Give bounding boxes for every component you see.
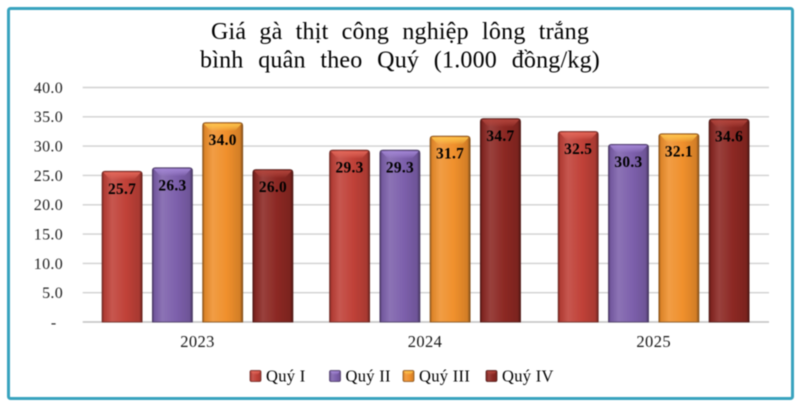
svg-text:40.0: 40.0	[34, 80, 63, 97]
svg-text:34.7: 34.7	[486, 128, 514, 145]
svg-text:29.3: 29.3	[386, 160, 414, 177]
svg-text:25.7: 25.7	[108, 181, 136, 198]
svg-text:31.7: 31.7	[436, 146, 464, 163]
svg-text:bình quân theo Quý (1.000 đồng: bình quân theo Quý (1.000 đồng/kg)	[200, 48, 600, 74]
svg-text:2025: 2025	[636, 332, 671, 351]
svg-text:30.0: 30.0	[34, 139, 63, 156]
svg-text:2023: 2023	[180, 332, 215, 351]
svg-text:25.0: 25.0	[34, 168, 63, 185]
svg-text:10.0: 10.0	[34, 256, 63, 273]
svg-text:20.0: 20.0	[34, 197, 63, 214]
svg-text:30.3: 30.3	[614, 154, 642, 171]
svg-text:15.0: 15.0	[34, 227, 63, 244]
svg-text:35.0: 35.0	[34, 109, 63, 126]
svg-text:32.5: 32.5	[564, 141, 592, 158]
svg-text:2024: 2024	[408, 332, 443, 351]
svg-text:Quý I: Quý I	[266, 367, 306, 386]
svg-text:Quý III: Quý III	[419, 367, 470, 386]
svg-text:34.0: 34.0	[209, 132, 237, 149]
svg-text:26.3: 26.3	[158, 177, 186, 194]
svg-text:Quý IV: Quý IV	[502, 367, 554, 386]
svg-text:26.0: 26.0	[259, 179, 287, 196]
svg-text:-: -	[51, 314, 57, 331]
svg-text:5.0: 5.0	[42, 285, 63, 302]
svg-text:Giá gà thịt công nghiệp lông t: Giá gà thịt công nghiệp lông trắng	[211, 19, 589, 45]
svg-text:29.3: 29.3	[336, 160, 364, 177]
svg-text:34.6: 34.6	[715, 129, 743, 146]
svg-text:Quý II: Quý II	[346, 367, 391, 386]
svg-text:32.1: 32.1	[665, 143, 693, 160]
